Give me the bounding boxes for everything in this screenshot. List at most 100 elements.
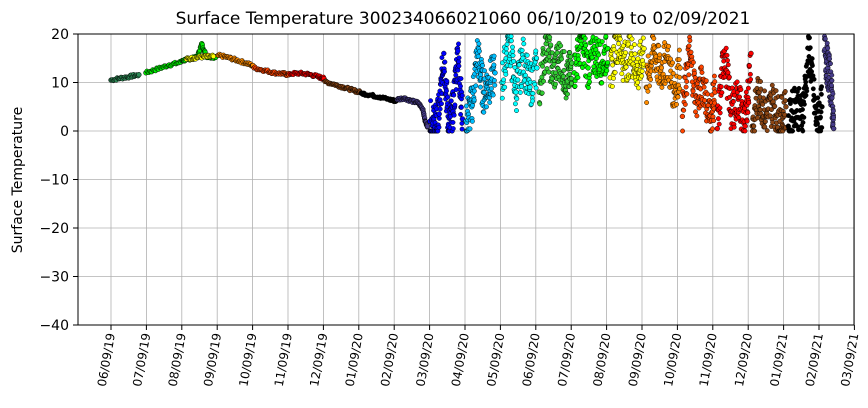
data-point xyxy=(451,112,457,118)
data-point xyxy=(829,72,835,78)
data-point xyxy=(559,56,564,62)
data-point xyxy=(680,128,686,134)
data-point xyxy=(719,90,725,96)
data-point xyxy=(712,100,718,106)
data-point xyxy=(552,81,558,87)
data-point xyxy=(710,114,716,120)
data-point xyxy=(714,125,720,132)
data-point xyxy=(674,101,679,107)
data-point xyxy=(604,68,610,74)
data-point xyxy=(686,72,692,78)
data-point xyxy=(503,71,509,77)
x-tick-label: 04/09/20 xyxy=(449,332,472,388)
chart-title: Surface Temperature 300234066021060 06/1… xyxy=(176,9,751,29)
data-point xyxy=(546,69,552,75)
data-point xyxy=(476,48,482,54)
data-point xyxy=(609,83,615,89)
x-tick-label: 08/09/19 xyxy=(166,332,189,388)
data-point xyxy=(439,101,444,107)
data-point xyxy=(527,84,533,90)
data-point xyxy=(520,36,526,42)
x-tick-label: 01/09/20 xyxy=(343,332,366,388)
data-point xyxy=(436,115,442,121)
data-point xyxy=(619,71,625,77)
data-point xyxy=(537,101,543,107)
data-point xyxy=(210,53,217,59)
series-2020-08 xyxy=(607,33,647,91)
data-point xyxy=(558,43,564,49)
data-point xyxy=(639,68,645,74)
data-point xyxy=(800,128,806,134)
data-point xyxy=(560,73,566,79)
x-tick-label: 07/09/19 xyxy=(130,332,153,388)
data-point xyxy=(686,43,692,49)
data-point xyxy=(677,86,683,92)
data-point xyxy=(644,100,650,106)
data-point xyxy=(723,45,729,51)
data-point xyxy=(522,72,528,78)
data-point xyxy=(436,111,442,117)
data-point xyxy=(809,56,815,62)
data-point xyxy=(610,62,616,68)
x-tick-label: 12/09/20 xyxy=(732,332,755,388)
data-point xyxy=(681,107,687,113)
x-tick-label: 01/09/21 xyxy=(767,332,790,388)
data-point xyxy=(548,42,554,48)
data-point xyxy=(743,89,749,95)
data-point xyxy=(641,45,647,52)
data-point xyxy=(458,104,464,110)
data-point xyxy=(698,64,704,70)
data-point xyxy=(692,70,697,76)
data-point xyxy=(727,94,733,100)
x-tick-label: 06/09/19 xyxy=(95,332,118,388)
data-point xyxy=(572,83,578,89)
data-point xyxy=(467,126,473,132)
data-point xyxy=(717,110,723,116)
data-point xyxy=(442,69,447,75)
data-point xyxy=(436,124,442,130)
data-point xyxy=(734,79,740,85)
data-point xyxy=(710,126,715,132)
data-point xyxy=(459,126,465,132)
data-point xyxy=(668,56,673,62)
data-point xyxy=(502,84,508,90)
data-point xyxy=(830,108,836,114)
data-point xyxy=(541,78,546,84)
data-point xyxy=(688,49,694,55)
data-point xyxy=(752,128,758,134)
data-point xyxy=(677,74,683,80)
x-tick-label: 03/09/21 xyxy=(838,332,861,388)
data-point xyxy=(448,98,454,104)
series-2019-07 xyxy=(143,58,184,76)
data-point xyxy=(711,118,717,124)
data-point xyxy=(612,70,618,75)
data-point xyxy=(829,78,835,84)
data-point xyxy=(742,123,748,129)
data-point xyxy=(554,50,560,56)
data-point xyxy=(450,126,456,132)
data-point xyxy=(824,40,830,46)
data-point xyxy=(787,101,793,107)
data-point xyxy=(512,64,518,70)
data-point xyxy=(569,60,575,66)
data-point xyxy=(136,72,142,78)
data-point xyxy=(737,94,743,100)
data-point xyxy=(569,80,575,86)
data-point xyxy=(783,98,788,104)
data-point xyxy=(801,101,807,107)
series-2020-05 xyxy=(499,33,540,114)
data-point xyxy=(603,33,609,39)
x-tick-label: 03/09/20 xyxy=(413,332,436,388)
data-point xyxy=(585,65,591,71)
data-point xyxy=(524,52,530,58)
data-point xyxy=(599,39,605,45)
data-point xyxy=(589,54,595,60)
data-point xyxy=(463,103,469,109)
data-point xyxy=(475,53,481,59)
data-points xyxy=(108,33,837,134)
data-point xyxy=(782,89,788,94)
data-point xyxy=(540,63,545,69)
data-point xyxy=(830,91,836,97)
data-point xyxy=(587,79,592,85)
